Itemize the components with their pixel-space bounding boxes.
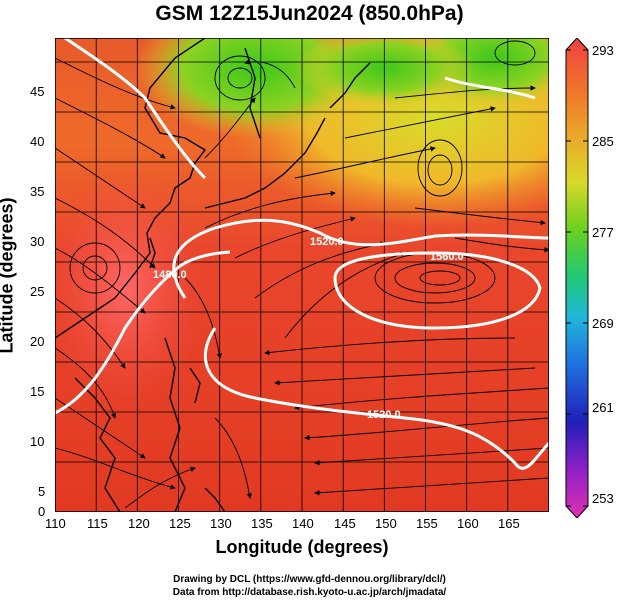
y-tick: 20 [30,334,45,349]
colorbar [565,37,589,523]
y-tick: 30 [30,234,45,249]
y-tick: 45 [30,84,45,99]
x-tick: 165 [498,516,520,531]
y-tick: 40 [30,134,45,149]
contour-label: 1520.0 [367,409,401,421]
colorbar-tick: 269 [592,316,614,331]
colorbar-tick: 285 [592,134,614,149]
x-tick: 150 [375,516,397,531]
y-tick: 0 [38,504,46,519]
grid-lines [55,38,549,512]
coastlines [54,37,371,513]
colorbar-tick: 277 [592,225,614,240]
map-panel: 1520.0 1480.0 1560.0 1520.0 [45,0,619,517]
y-tick: 15 [30,384,45,399]
temperature-green-zone-mid [295,28,475,108]
contour-label: 1480.0 [153,269,187,281]
credit-line: Drawing by DCL (https://www.gfd-dennou.o… [173,574,446,585]
contour-label: 1520.0 [310,236,344,248]
x-tick: 120 [128,516,150,531]
map-canvas: 1520.0 1480.0 1560.0 1520.0 [45,0,619,513]
y-tick: 10 [30,434,45,449]
x-tick: 135 [251,516,273,531]
x-tick: 155 [416,516,438,531]
colorbar-tick: 293 [592,43,614,58]
x-tick: 145 [334,516,356,531]
colorbar-tick: 261 [592,400,614,415]
credit-line: Data from http://database.rish.kyoto-u.a… [172,587,447,598]
height-contours [54,36,551,470]
x-tick: 140 [292,516,314,531]
y-axis-label: Latitude (degrees) [0,197,17,354]
credits: Drawing by DCL (https://www.gfd-dennou.o… [0,573,619,599]
x-tick: 160 [457,516,479,531]
x-tick: 110 [45,516,66,531]
map-title: GSM 12Z15Jun2024 (850.0hPa) [155,2,464,25]
contour-label-group: 1520.0 1480.0 1560.0 1520.0 [153,236,464,421]
colorbar-graphic [565,37,589,519]
x-tick: 125 [169,516,191,531]
y-tick: 35 [30,184,45,199]
x-tick: 115 [87,516,108,531]
y-tick: 25 [30,284,45,299]
x-tick: 130 [210,516,232,531]
contour-label: 1560.0 [430,251,464,263]
temperature-hot-zone [45,168,205,408]
x-axis-label: Longitude (degrees) [215,537,389,557]
colorbar-tick: 253 [592,491,614,506]
y-tick: 5 [38,484,46,499]
